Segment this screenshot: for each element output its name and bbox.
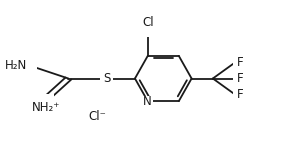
Bar xyxy=(20,60,37,70)
Text: F: F xyxy=(237,72,244,85)
Text: F: F xyxy=(237,56,244,69)
Text: S: S xyxy=(103,72,110,85)
Bar xyxy=(233,58,238,66)
Text: H₂N: H₂N xyxy=(5,59,27,72)
Bar xyxy=(37,94,54,104)
Bar xyxy=(141,27,155,37)
Bar xyxy=(100,73,113,84)
Bar xyxy=(142,96,153,106)
Text: NH₂⁺: NH₂⁺ xyxy=(32,101,60,114)
Text: N: N xyxy=(143,95,152,108)
Text: Cl: Cl xyxy=(142,16,153,30)
Text: F: F xyxy=(237,88,244,101)
Bar xyxy=(233,74,238,83)
Bar xyxy=(233,91,238,99)
Text: Cl⁻: Cl⁻ xyxy=(88,110,106,123)
